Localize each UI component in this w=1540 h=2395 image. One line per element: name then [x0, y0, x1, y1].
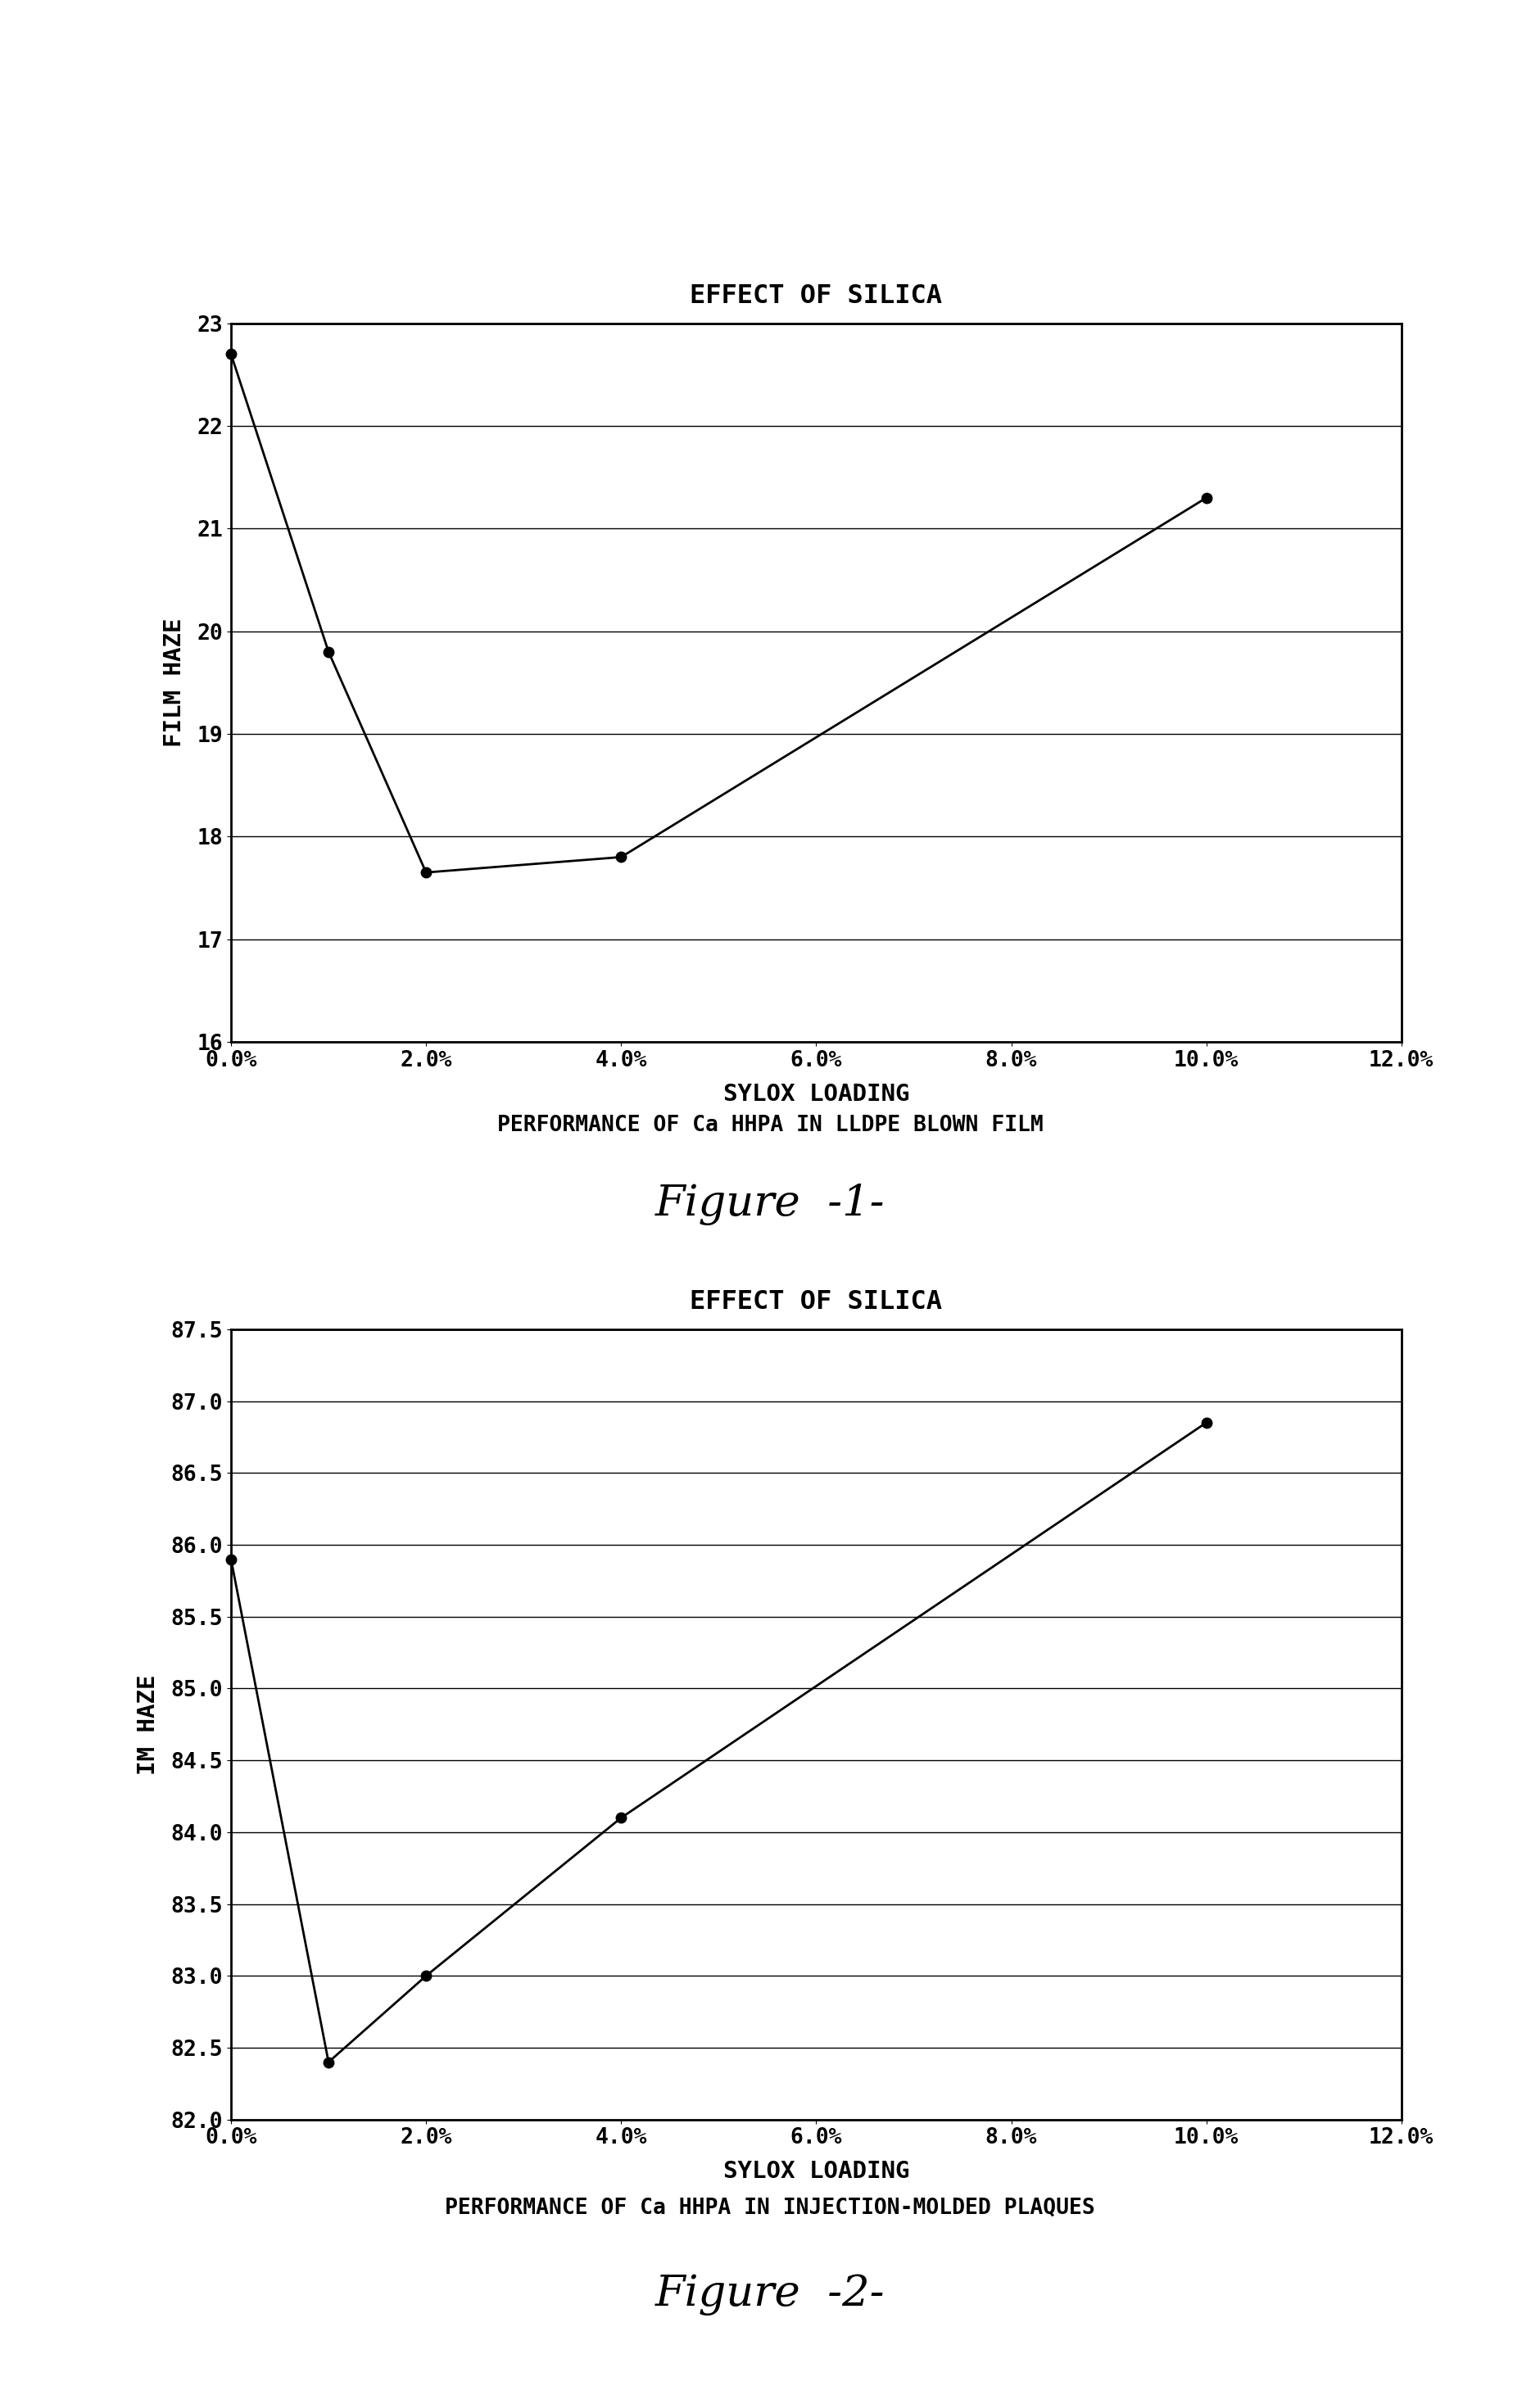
Text: PERFORMANCE OF Ca HHPA IN LLDPE BLOWN FILM: PERFORMANCE OF Ca HHPA IN LLDPE BLOWN FI…: [497, 1116, 1043, 1135]
Y-axis label: FILM HAZE: FILM HAZE: [163, 618, 186, 747]
Text: Figure  -2-: Figure -2-: [654, 2273, 886, 2316]
Text: Figure  -1-: Figure -1-: [654, 1183, 886, 1226]
Title: EFFECT OF SILICA: EFFECT OF SILICA: [690, 283, 942, 309]
Y-axis label: IM HAZE: IM HAZE: [137, 1674, 160, 1775]
Title: EFFECT OF SILICA: EFFECT OF SILICA: [690, 1289, 942, 1315]
Text: PERFORMANCE OF Ca HHPA IN INJECTION-MOLDED PLAQUES: PERFORMANCE OF Ca HHPA IN INJECTION-MOLD…: [445, 2199, 1095, 2218]
X-axis label: SYLOX LOADING: SYLOX LOADING: [722, 1083, 910, 1106]
X-axis label: SYLOX LOADING: SYLOX LOADING: [722, 2160, 910, 2184]
